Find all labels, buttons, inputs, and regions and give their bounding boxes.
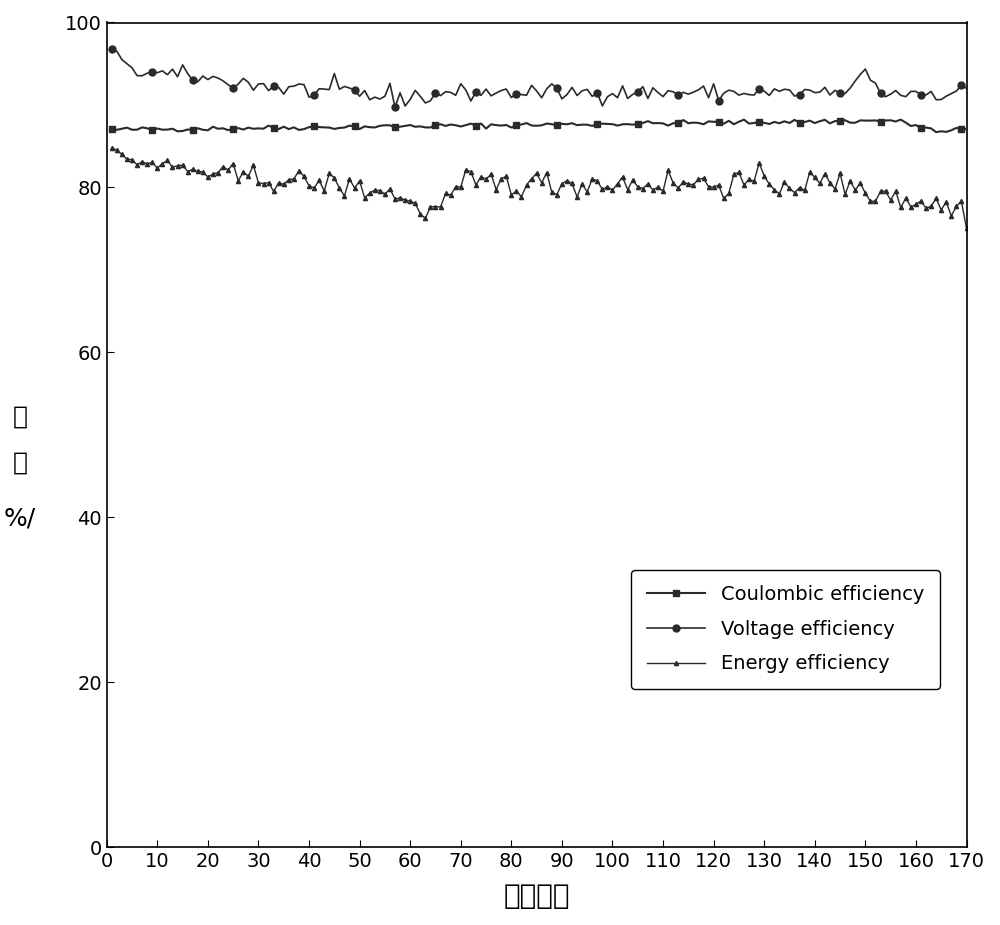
Energy efficiency (960, 223, 972, 234)
Text: %/: %/ (4, 506, 36, 530)
Voltage efficiency (960, 83, 972, 94)
Voltage efficiency (429, 87, 441, 98)
Voltage efficiency (521, 90, 533, 101)
Energy efficiency (424, 202, 436, 213)
Text: 率: 率 (12, 450, 28, 475)
Voltage efficiency (389, 102, 401, 113)
Coulombic efficiency (515, 119, 527, 130)
Coulombic efficiency (424, 122, 436, 133)
Coulombic efficiency (106, 124, 118, 135)
Energy efficiency (556, 179, 568, 190)
Legend: Coulombic efficiency, Voltage efficiency, Energy efficiency: Coulombic efficiency, Voltage efficiency… (631, 570, 940, 689)
Energy efficiency (106, 142, 118, 154)
Voltage efficiency (227, 82, 239, 93)
Coulombic efficiency (960, 123, 972, 134)
Energy efficiency (227, 158, 239, 169)
Coulombic efficiency (227, 123, 239, 134)
Coulombic efficiency (869, 115, 881, 126)
Line: Voltage efficiency: Voltage efficiency (108, 45, 970, 111)
Coulombic efficiency (556, 118, 568, 130)
Coulombic efficiency (930, 127, 942, 138)
Voltage efficiency (106, 43, 118, 55)
Energy efficiency (521, 179, 533, 191)
Line: Energy efficiency: Energy efficiency (110, 146, 969, 230)
Energy efficiency (515, 191, 527, 203)
Coulombic efficiency (521, 117, 533, 129)
Coulombic efficiency (895, 114, 907, 125)
Text: 效: 效 (12, 404, 28, 428)
X-axis label: 循环次数: 循环次数 (503, 882, 570, 910)
Voltage efficiency (875, 88, 887, 99)
Voltage efficiency (561, 89, 573, 100)
Voltage efficiency (526, 80, 538, 91)
Energy efficiency (869, 196, 881, 207)
Line: Coulombic efficiency: Coulombic efficiency (108, 117, 970, 136)
